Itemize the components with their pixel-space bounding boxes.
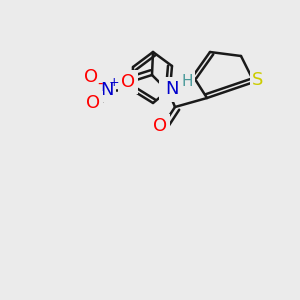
Text: O: O	[121, 73, 135, 91]
Text: O: O	[84, 68, 98, 86]
Text: S: S	[252, 71, 264, 89]
Text: O: O	[153, 117, 167, 135]
Text: +: +	[109, 76, 119, 89]
Text: -: -	[97, 76, 103, 91]
Text: N: N	[161, 81, 175, 99]
Text: H: H	[181, 74, 193, 88]
Text: N: N	[100, 81, 114, 99]
Text: O: O	[86, 94, 100, 112]
Text: N: N	[165, 80, 179, 98]
